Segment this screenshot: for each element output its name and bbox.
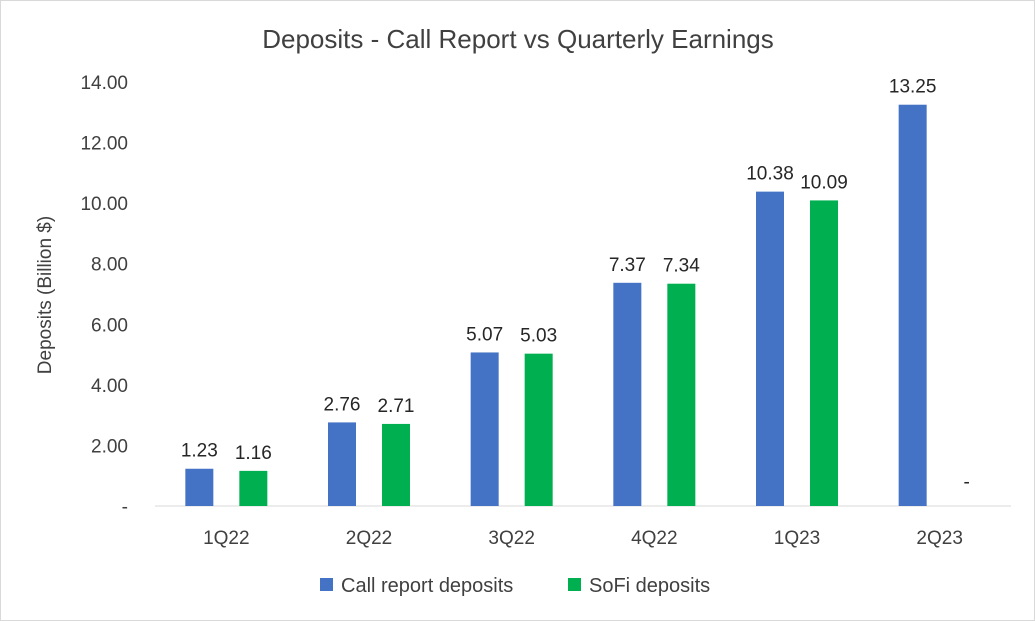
y-tick-label: 6.00 (91, 315, 128, 336)
y-tick-label: 8.00 (91, 255, 128, 276)
y-tick-label: 14.00 (80, 73, 128, 94)
bar (239, 470, 268, 506)
data-label: 7.34 (663, 256, 700, 277)
bar (185, 468, 214, 506)
bar (667, 283, 696, 506)
axis-layer: - 2.00 4.00 6.00 8.00 10.00 12.00 14.00 1Q22 2Q22… (80, 73, 1011, 549)
data-label: - (964, 472, 970, 493)
data-label: 5.07 (466, 324, 503, 345)
data-label: 10.09 (800, 172, 848, 193)
bar (613, 282, 642, 506)
y-tick-label: 12.00 (80, 134, 128, 155)
data-label: 7.37 (609, 255, 646, 276)
bar (328, 422, 356, 506)
x-tick-label: 4Q22 (631, 528, 677, 549)
bar (470, 352, 499, 506)
y-tick-label: - (122, 497, 128, 518)
legend-swatch (568, 578, 581, 591)
legend: Call report deposits SoFi deposits (320, 575, 710, 597)
x-tick-label: 1Q23 (774, 528, 820, 549)
bar (524, 353, 553, 506)
bar-layer (185, 104, 927, 507)
data-label: 2.71 (378, 396, 415, 417)
x-tick-label: 1Q22 (203, 528, 249, 549)
bar (756, 191, 784, 507)
x-tick-label: 2Q22 (346, 528, 392, 549)
data-label-layer: 1.23 2.76 5.07 7.37 10.38 13.25 1.16 2.71 5.03 7.… (181, 77, 970, 493)
bar (382, 423, 410, 506)
x-tick-label: 3Q22 (488, 528, 534, 549)
y-axis-title: Deposits (Billion $) (35, 216, 56, 374)
y-tick-label: 4.00 (91, 376, 128, 397)
legend-swatch (320, 578, 333, 591)
data-label: 10.38 (746, 164, 794, 185)
legend-label: SoFi deposits (589, 575, 710, 597)
data-label: 1.23 (181, 441, 218, 462)
data-label: 13.25 (889, 77, 937, 98)
legend-label: Call report deposits (341, 575, 513, 597)
data-label: 1.16 (235, 443, 272, 464)
x-tick-label: 2Q23 (916, 528, 962, 549)
y-tick-label: 2.00 (91, 436, 128, 457)
chart-title: Deposits - Call Report vs Quarterly Earn… (262, 24, 774, 54)
data-label: 2.76 (324, 394, 361, 415)
bar (898, 104, 927, 506)
y-tick-label: 10.00 (80, 194, 128, 215)
data-label: 5.03 (520, 326, 557, 347)
bar (810, 200, 838, 506)
